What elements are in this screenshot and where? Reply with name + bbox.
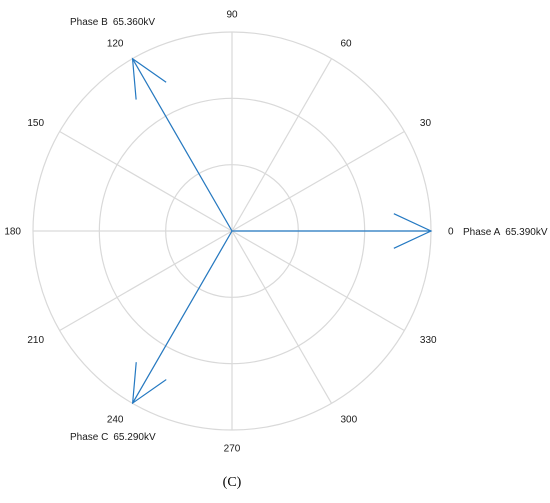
angle-tick-60: 60 <box>341 39 353 50</box>
angle-tick-150: 150 <box>27 118 44 129</box>
angle-tick-240: 240 <box>107 414 124 425</box>
phasor-label-2: Phase B 65.360kV <box>70 17 155 28</box>
angle-tick-30: 30 <box>420 118 432 129</box>
phasor-magnitude-label: 65.360kV <box>113 17 156 28</box>
phasor-phase-b <box>131 57 233 232</box>
angle-tick-210: 210 <box>27 335 44 346</box>
angle-tick-0: 0 <box>448 227 454 238</box>
figure-caption: (C) <box>223 475 242 490</box>
phasor-label-3: Phase C 65.290kV <box>70 432 156 443</box>
phasor-phase-a <box>232 213 433 249</box>
angle-tick-270: 270 <box>224 444 241 455</box>
grid-spoke-60 <box>231 58 333 232</box>
phasor-name: Phase A <box>463 227 501 238</box>
phasor-arrowhead <box>131 362 167 405</box>
phasor-label-1: Phase A 65.390kV <box>463 227 548 238</box>
phasor-arrowhead <box>393 213 433 249</box>
grid-spoke-150 <box>59 130 233 232</box>
phasor-shaft <box>132 230 233 404</box>
grid-spoke-30 <box>231 130 405 232</box>
phasor-magnitude-label: 65.390kV <box>505 227 548 238</box>
angle-tick-330: 330 <box>420 335 437 346</box>
phasor-arrowhead <box>131 57 167 100</box>
angle-tick-120: 120 <box>107 39 124 50</box>
phasor-name: Phase B <box>70 17 108 28</box>
phasor-shaft <box>132 58 233 232</box>
grid-spoke-330 <box>231 230 405 332</box>
phasor-phase-c <box>131 230 233 405</box>
angle-tick-labels: 0 30 60 90 120 150 180 210 240 270 300 330 <box>4 10 454 455</box>
phasor-magnitude-label: 65.290kV <box>113 432 156 443</box>
angle-tick-180: 180 <box>4 227 21 238</box>
grid-spoke-210 <box>59 230 233 332</box>
phasor-series <box>131 57 433 405</box>
angle-tick-300: 300 <box>341 414 358 425</box>
angle-tick-90: 90 <box>226 10 238 21</box>
phasor-name: Phase C <box>70 432 108 443</box>
grid-spoke-300 <box>231 230 333 404</box>
phasor-labels: Phase A 65.390kV Phase B 65.360kV Phase C 65.… <box>70 17 548 443</box>
